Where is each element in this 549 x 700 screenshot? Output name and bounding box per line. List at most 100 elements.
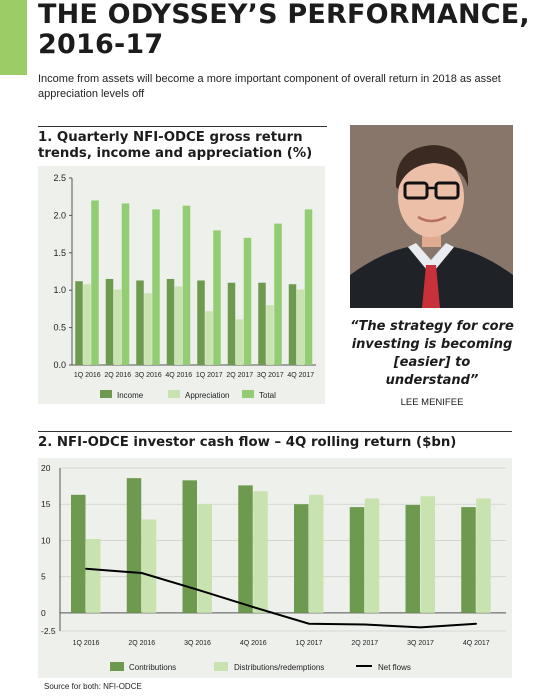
chart1-title: 1. Quarterly NFI-ODCE gross return trend… xyxy=(38,130,313,161)
chart1-bar-total xyxy=(182,205,191,365)
chart1-bar-income xyxy=(258,282,266,365)
chart1-bar-appreciation xyxy=(205,311,213,365)
chart2-bar-contributions xyxy=(349,507,365,613)
chart1-bar-appreciation xyxy=(174,286,183,365)
chart2-legend-label: Distributions/redemptions xyxy=(234,663,324,672)
chart1-bar-total xyxy=(152,209,160,365)
chart1-x-tick-label: 1Q 2016 xyxy=(74,372,101,379)
chart2-bar-distributions xyxy=(309,494,324,613)
chart2-top-rule xyxy=(38,431,512,432)
chart1-x-tick-label: 3Q 2017 xyxy=(257,372,284,379)
chart2-x-tick-label: 3Q 2017 xyxy=(407,640,434,647)
chart2-legend-label: Contributions xyxy=(129,663,176,672)
chart1-top-rule xyxy=(38,126,327,127)
chart1-svg: 0.00.51.01.52.02.51Q 2016 2Q 2016 3Q 2016 4… xyxy=(53,173,316,400)
chart2-net-flows-line xyxy=(85,567,477,629)
chart1-x-tick-label: 4Q 2016 xyxy=(165,372,192,379)
chart1-y-tick-label: 0.5 xyxy=(53,323,66,333)
chart1-bar-total xyxy=(274,223,282,365)
chart2-y-tick-label: 5 xyxy=(41,572,46,582)
chart1-y-tick-label: 2.0 xyxy=(53,210,66,220)
chart1-bar-total xyxy=(121,203,130,365)
chart1-x-tick-label: 4Q 2017 xyxy=(287,372,314,379)
chart2-bar-contributions xyxy=(71,494,86,613)
chart2-bar-distributions xyxy=(141,519,157,613)
chart2-bar-distributions xyxy=(253,491,268,613)
chart2-bar-distributions xyxy=(86,538,101,613)
chart2-legend-label: Net flows xyxy=(378,663,411,672)
chart2-x-tick-label: 4Q 2016 xyxy=(240,640,267,647)
chart2-x-tick-label: 4Q 2017 xyxy=(463,640,490,647)
chart1-y-tick-label: 1.5 xyxy=(53,248,66,258)
quote-author: LEE MENIFEE xyxy=(400,397,464,408)
chart1-bar-income xyxy=(166,278,175,365)
chart2-bar-distributions xyxy=(197,504,212,613)
chart2-bar-contributions xyxy=(294,504,309,613)
chart2-bar-distributions xyxy=(364,498,380,613)
chart1-panel: 0.0 0.5 1.0 1.5 2.0 2.5 1Q 2016 2Q 2016 3Q 2016 4… xyxy=(38,166,325,404)
chart2-net-flows-point xyxy=(252,606,255,608)
chart1-x-tick-label: 2Q 2016 xyxy=(104,372,131,379)
chart1-x-tick-label: 1Q 2017 xyxy=(196,372,223,379)
chart1-x-tick-label: 2Q 2017 xyxy=(226,372,253,379)
chart2-x-tick-label: 1Q 2017 xyxy=(296,640,323,647)
chart1-bar-total xyxy=(91,200,99,365)
chart2-net-flows-point xyxy=(308,622,310,625)
chart1-bar-total xyxy=(243,237,252,365)
chart1-legend-label: Total xyxy=(259,391,276,400)
chart2-y-tick-label: 20 xyxy=(41,463,51,473)
page-title: THE ODYSSEY’S PERFORMANCE, 2016-17 xyxy=(38,0,530,60)
chart2-net-flows-point xyxy=(475,622,478,625)
chart2-bar-contributions xyxy=(461,507,476,613)
chart2-bar-distributions xyxy=(420,496,435,613)
chart2-y-tick-label: 10 xyxy=(41,535,51,545)
chart1-bar-appreciation xyxy=(296,289,305,365)
chart1-bar-income xyxy=(227,282,236,365)
portrait-photo xyxy=(350,125,513,308)
chart1-bar-appreciation xyxy=(235,319,244,365)
chart1-y-tick-label: 1.0 xyxy=(53,285,66,295)
chart1-bar-appreciation xyxy=(266,305,274,365)
chart1-bar-income xyxy=(105,278,114,365)
chart2-title: 2. NFI-ODCE investor cash flow – 4Q roll… xyxy=(38,435,457,450)
chart1-legend-label: Appreciation xyxy=(185,391,229,400)
chart2-legend-swatch xyxy=(214,662,228,671)
chart2-x-tick-label: 2Q 2017 xyxy=(351,640,378,647)
chart2-panel: -2.5 0 5 10 15 20 1Q 2016 2Q 2016 3Q 2016 4Q 2016… xyxy=(38,458,512,678)
chart2-bar-contributions xyxy=(238,485,253,613)
chart2-bar-contributions xyxy=(182,480,197,613)
chart1-legend-swatch xyxy=(168,390,180,398)
chart2-y-tick-label: 0 xyxy=(41,608,46,618)
chart2-net-flows-point xyxy=(85,567,87,570)
chart1-bar-income xyxy=(136,280,144,365)
chart2-legend-swatch xyxy=(110,662,124,671)
chart1-bar-total xyxy=(304,209,313,365)
accent-bar xyxy=(0,0,27,75)
chart1-bar-income xyxy=(288,284,297,365)
chart2-svg: -2.5 0 5 10 15 20 1Q 2016 2Q 2016 3Q 2016 4Q 2016… xyxy=(41,463,506,672)
chart2-net-flows-point xyxy=(363,623,366,626)
page-subtitle: Income from assets will become a more im… xyxy=(38,73,501,100)
chart1-x-tick-label: 3Q 2016 xyxy=(135,372,162,379)
chart1-bar-total xyxy=(213,230,221,365)
chart2-x-tick-label: 1Q 2016 xyxy=(73,640,100,647)
chart1-bar-income xyxy=(197,280,205,365)
chart1-y-tick-label: 2.5 xyxy=(53,173,66,183)
chart1-y-tick-label: 0.0 xyxy=(53,360,66,370)
chart2-x-tick-label: 3Q 2016 xyxy=(184,640,211,647)
pull-quote: “The strategy for core investing is beco… xyxy=(350,319,514,388)
chart1-bar-appreciation xyxy=(113,289,122,365)
chart1-legend-swatch xyxy=(242,390,254,398)
chart1-bar-appreciation xyxy=(83,284,91,365)
chart1-legend-label: Income xyxy=(117,391,144,400)
source-note: Source for both: NFI-ODCE xyxy=(44,682,142,691)
chart2-net-flows-point xyxy=(196,588,199,591)
chart1-bar-income xyxy=(75,281,83,365)
chart2-bar-distributions xyxy=(476,498,491,613)
chart2-y-tick-label: 15 xyxy=(41,499,51,509)
chart2-y-tick-label: -2.5 xyxy=(41,626,56,636)
chart2-x-tick-label: 2Q 2016 xyxy=(128,640,155,647)
chart2-net-flows-point xyxy=(140,572,143,574)
chart2-bar-contributions xyxy=(405,504,420,613)
chart2-net-flows-point xyxy=(419,626,422,629)
